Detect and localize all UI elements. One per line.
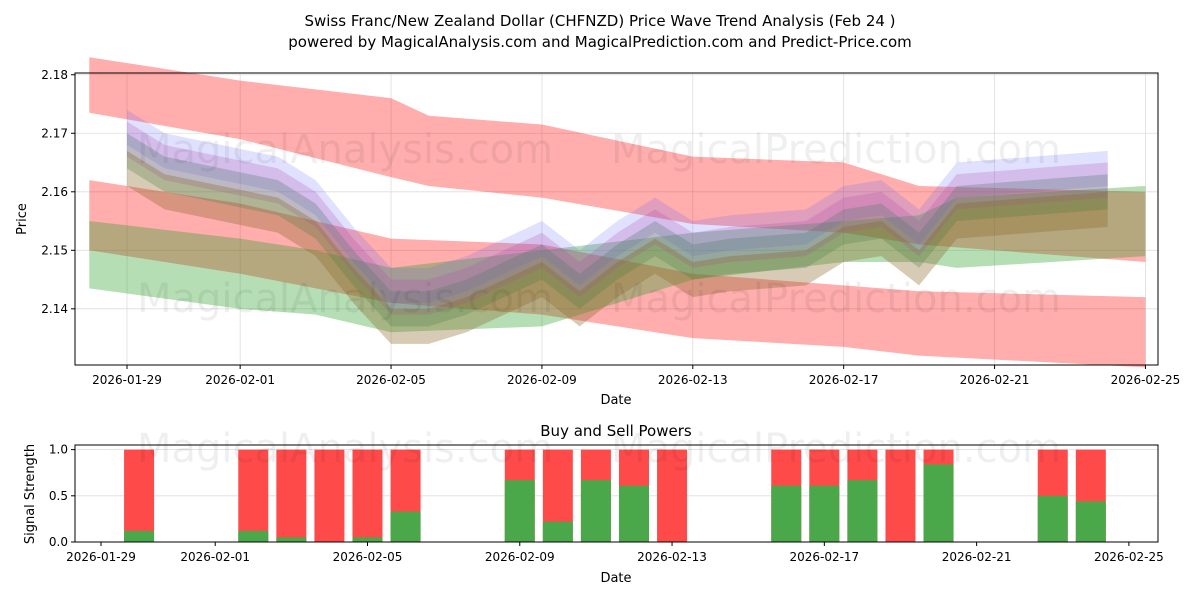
buy-bar	[504, 480, 535, 542]
watermark: MagicalPrediction.com	[611, 127, 1061, 173]
bar-chart-title: Buy and Sell Powers	[540, 422, 692, 440]
sell-bar	[238, 449, 269, 542]
wave-blue	[127, 109, 1108, 303]
buy-bar	[124, 530, 155, 542]
watermark: MagicalPrediction.com	[611, 276, 1061, 322]
chart-subtitle: powered by MagicalAnalysis.com and Magic…	[288, 33, 912, 51]
x-tick-label: 2026-02-01	[205, 373, 275, 387]
wave-green	[127, 133, 1108, 327]
x-tick-label: 2026-02-09	[507, 373, 577, 387]
sell-bar	[124, 449, 155, 542]
buy-bar	[542, 521, 573, 542]
price-plot-frame	[74, 72, 1159, 366]
wave-brown	[127, 150, 1108, 344]
x-tick-label: 2026-02-13	[658, 373, 728, 387]
chart-title: Swiss Franc/New Zealand Dollar (CHFNZD) …	[304, 12, 895, 30]
watermark: MagicalAnalysis.com	[137, 426, 553, 472]
sell-bar	[657, 449, 688, 542]
y-tick-label: 2.14	[41, 302, 68, 316]
x-tick-label: 2026-02-25	[1111, 373, 1181, 387]
buy-bar	[1037, 495, 1068, 542]
buy-bar	[618, 485, 649, 542]
x-axis-label: Date	[600, 393, 631, 408]
band-lower-red	[89, 180, 1146, 368]
sell-bar	[352, 449, 383, 542]
x-tick-label: 2026-02-21	[960, 373, 1030, 387]
x-tick-label: 2026-02-05	[356, 373, 426, 387]
bar-y-axis-label: Signal Strength	[23, 444, 38, 544]
buy-bar	[390, 511, 421, 542]
y-tick-label: 2.15	[41, 243, 68, 257]
x-tick-label: 2026-02-13	[637, 550, 707, 564]
y-tick-label: 0.5	[49, 489, 68, 503]
x-tick-label: 2026-02-17	[789, 550, 859, 564]
band-upper-red	[89, 57, 1146, 263]
sell-bar	[885, 449, 916, 542]
buy-bar	[923, 464, 954, 542]
buy-bar	[238, 530, 269, 542]
y-tick-label: 2.17	[41, 126, 68, 140]
sell-bar	[276, 449, 307, 542]
buy-bar	[809, 485, 840, 542]
wave-purple	[127, 121, 1108, 315]
y-axis-label: Price	[15, 203, 30, 235]
buy-bar	[580, 480, 611, 542]
x-tick-label: 2026-02-01	[180, 550, 250, 564]
band-green	[89, 185, 1146, 333]
x-tick-label: 2026-02-05	[333, 550, 403, 564]
y-tick-label: 0.0	[49, 535, 68, 549]
y-tick-label: 1.0	[49, 443, 68, 457]
y-tick-label: 2.18	[41, 68, 68, 82]
buy-bar	[771, 485, 802, 542]
x-tick-label: 2026-02-21	[942, 550, 1012, 564]
x-tick-label: 2026-02-09	[485, 550, 555, 564]
buy-bar	[352, 537, 383, 542]
buy-bar	[276, 537, 307, 542]
buy-bar	[847, 480, 878, 542]
x-tick-label: 2026-02-25	[1094, 550, 1164, 564]
y-tick-label: 2.16	[41, 185, 68, 199]
watermark: MagicalPrediction.com	[611, 426, 1061, 472]
sell-bar	[314, 449, 345, 542]
signal-plot-frame	[74, 444, 1159, 543]
watermark: MagicalAnalysis.com	[137, 127, 553, 173]
buy-bar	[1075, 501, 1106, 542]
x-tick-label: 2026-01-29	[92, 373, 162, 387]
watermark: MagicalAnalysis.com	[137, 276, 553, 322]
x-tick-label: 2026-01-29	[66, 550, 136, 564]
bar-x-axis-label: Date	[600, 571, 631, 586]
x-tick-label: 2026-02-17	[809, 373, 879, 387]
